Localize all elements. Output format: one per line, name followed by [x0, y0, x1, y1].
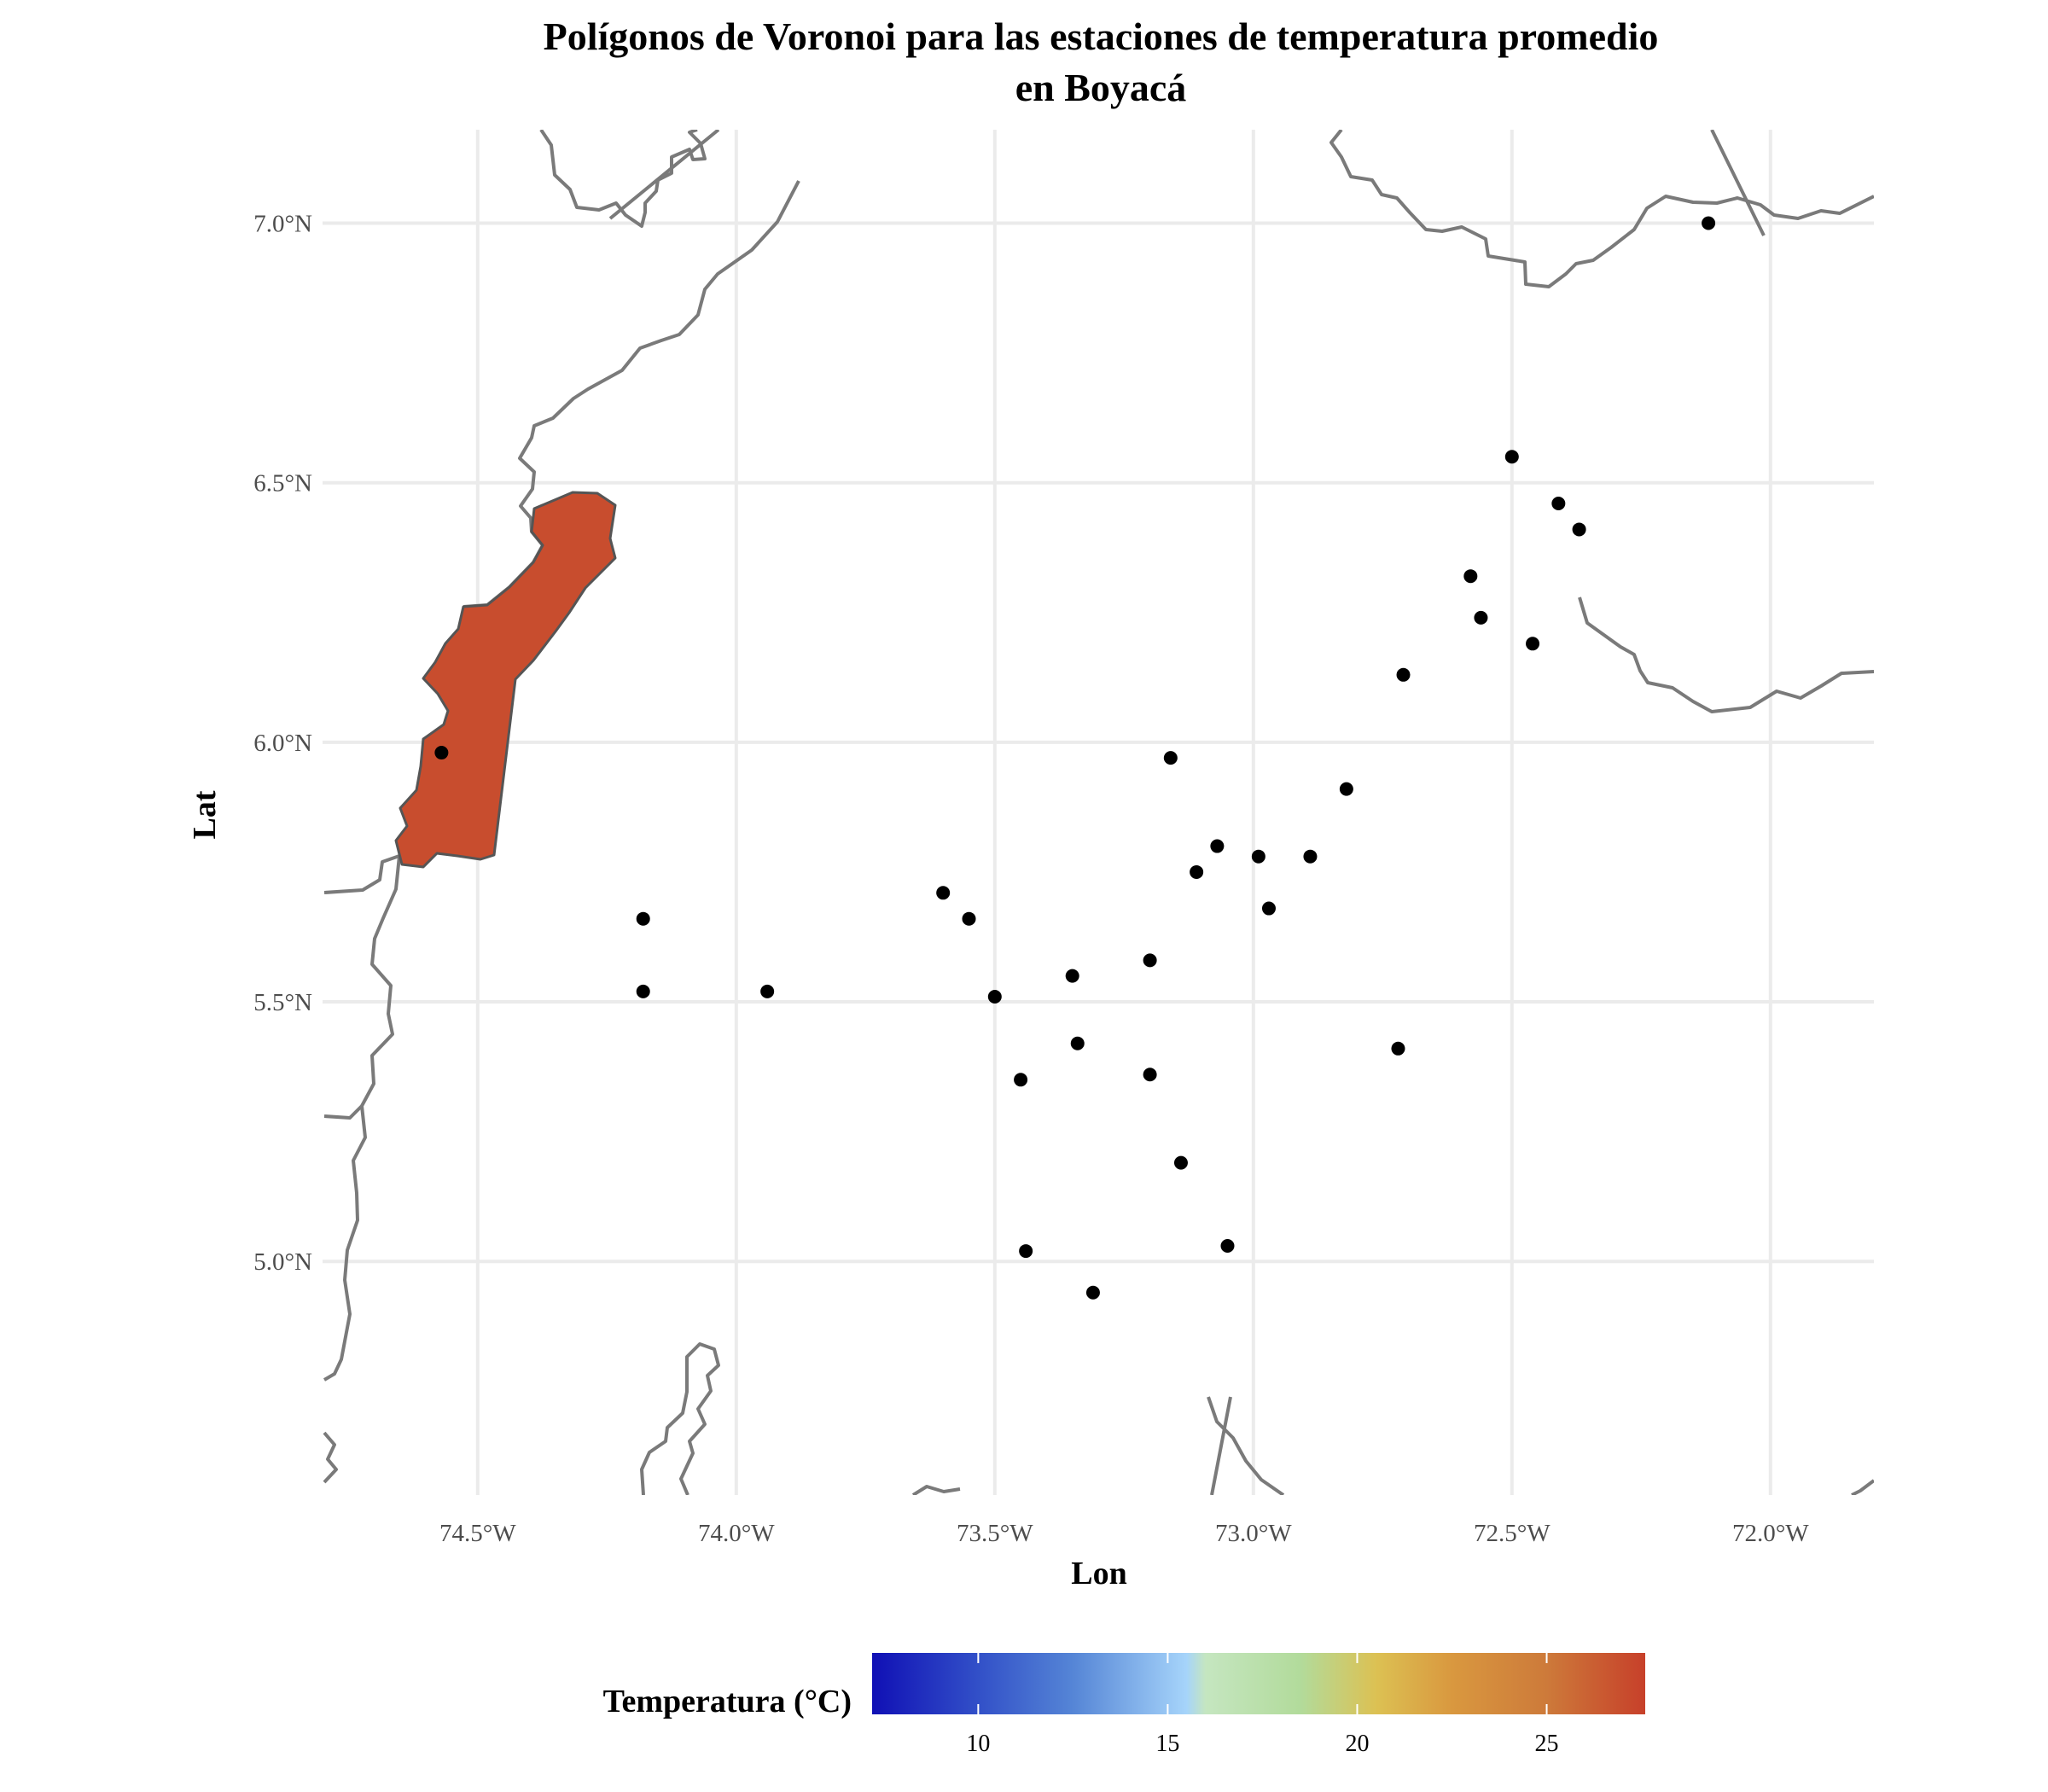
station-point-23	[1339, 782, 1353, 796]
border-south-cundinamarca	[1207, 1396, 1285, 1495]
station-point-6	[987, 989, 1002, 1004]
x-axis-ticks: 74.5°W 74.0°W 73.5°W 73.0°W 72.5°W 72.0°W	[439, 1520, 1809, 1547]
station-point-21	[1303, 849, 1318, 864]
y-axis-ticks: 5.0°N 5.5°N 6.0°N 6.5°N 7.0°N	[253, 211, 312, 1277]
color-legend: Temperatura (°C) 10 15 20 25	[603, 1653, 1645, 1757]
station-point-8	[1143, 953, 1157, 968]
y-tick-label-3: 6.5°N	[253, 470, 312, 497]
station-point-29	[1551, 497, 1566, 511]
station-point-18	[1210, 839, 1225, 853]
chart-title-line2: en Boyacá	[1015, 66, 1187, 109]
x-tick-label-0: 74.5°W	[439, 1520, 516, 1547]
x-tick-label-3: 73.0°W	[1215, 1520, 1292, 1547]
station-point-11	[1143, 1068, 1157, 1082]
station-point-20	[1251, 849, 1265, 864]
legend-tick-label-0: 10	[966, 1731, 990, 1757]
station-point-24	[1396, 667, 1411, 682]
station-point-16	[1391, 1041, 1405, 1056]
station-point-9	[1014, 1073, 1028, 1087]
chart-title-line1: Polígonos de Voronoi para las estaciones…	[544, 15, 1659, 58]
legend-colorbar	[872, 1653, 1645, 1714]
x-axis-title: Lon	[1071, 1556, 1126, 1591]
y-tick-label-2: 6.0°N	[253, 730, 312, 757]
station-point-13	[1220, 1238, 1235, 1253]
station-point-30	[1572, 522, 1586, 537]
station-point-0	[434, 746, 449, 760]
y-tick-label-1: 5.5°N	[253, 989, 312, 1016]
legend-tick-label-1: 15	[1155, 1731, 1179, 1757]
border-west-river	[323, 854, 401, 1382]
border-north-west-river	[539, 130, 707, 228]
station-point-28	[1504, 450, 1519, 464]
voronoi-cells	[394, 491, 617, 869]
legend-tick-label-3: 25	[1535, 1731, 1559, 1757]
y-tick-label-0: 5.0°N	[253, 1248, 312, 1276]
station-point-4	[936, 886, 951, 900]
station-point-17	[1163, 751, 1178, 765]
station-point-10	[1070, 1036, 1085, 1050]
station-points	[434, 216, 1716, 1300]
y-tick-label-4: 7.0°N	[253, 211, 312, 238]
y-axis-title: Lat	[187, 790, 223, 839]
cell-1	[394, 491, 617, 869]
station-point-15	[1085, 1285, 1100, 1300]
border-arauca	[1578, 596, 1874, 713]
border-south-west	[323, 1342, 961, 1495]
station-point-19	[1190, 864, 1204, 879]
station-point-5	[962, 911, 976, 926]
station-point-26	[1526, 637, 1540, 651]
gridlines	[323, 130, 1874, 1495]
legend-title: Temperatura (°C)	[603, 1684, 852, 1719]
border-south-east	[1851, 1479, 1874, 1495]
station-point-2	[636, 984, 650, 998]
station-point-3	[760, 984, 775, 998]
station-point-12	[1173, 1155, 1188, 1170]
x-tick-label-2: 73.5°W	[957, 1520, 1033, 1547]
x-tick-label-1: 74.0°W	[698, 1520, 775, 1547]
legend-tick-label-2: 20	[1345, 1731, 1369, 1757]
station-point-7	[1065, 969, 1079, 983]
station-point-25	[1474, 610, 1488, 625]
legend-ticks: 10 15 20 25	[966, 1653, 1559, 1757]
border-magdalena-medio	[463, 180, 800, 608]
station-point-14	[1019, 1244, 1033, 1259]
border-north-santander	[1329, 130, 1874, 288]
station-point-27	[1463, 569, 1478, 584]
station-point-1	[636, 911, 650, 926]
station-point-31	[1702, 216, 1716, 230]
station-point-22	[1261, 901, 1276, 916]
x-tick-label-5: 72.0°W	[1732, 1520, 1809, 1547]
x-tick-label-4: 72.5°W	[1474, 1520, 1551, 1547]
